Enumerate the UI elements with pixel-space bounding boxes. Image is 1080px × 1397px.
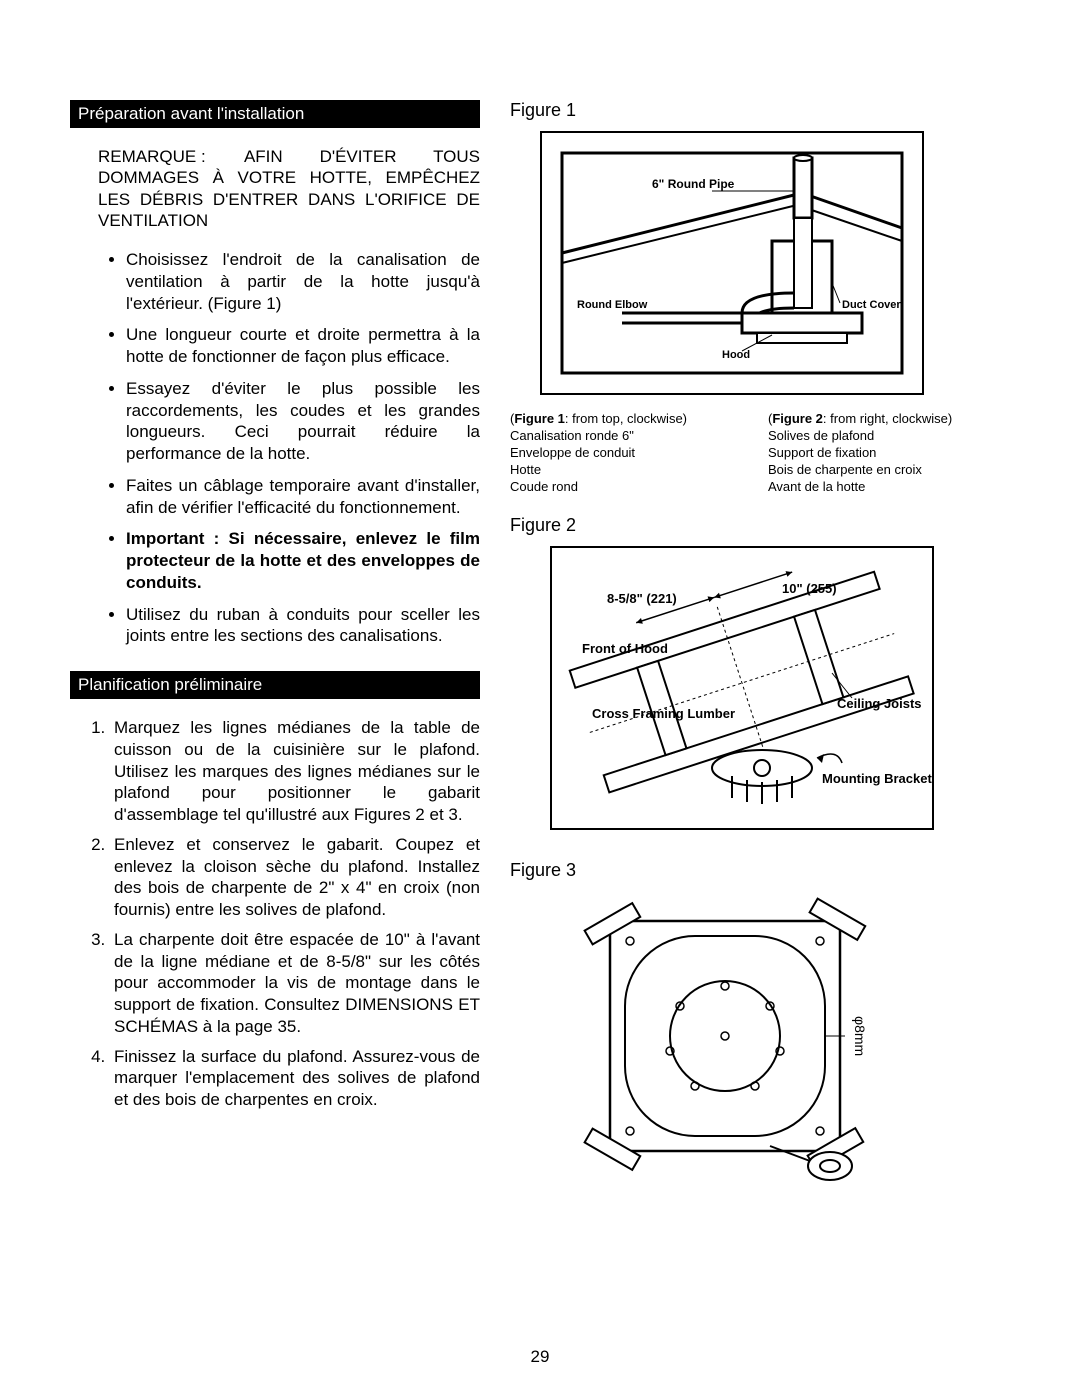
legend-b-head: Figure 2 [772, 411, 823, 426]
legend-a-head: Figure 1 [514, 411, 565, 426]
page-number: 29 [0, 1347, 1080, 1367]
section-header-preparation: Préparation avant l'installation [70, 100, 480, 128]
figure2-label: Figure 2 [510, 515, 1010, 536]
page: Préparation avant l'installation REMARQU… [0, 0, 1080, 1397]
bullet-item: Faites un câblage temporaire avant d'ins… [126, 475, 480, 519]
figure2-svg: 8-5/8" (221) 10" (255) Front of Hood Cro… [552, 548, 932, 828]
planification-steps: Marquez les lignes médianes de la table … [70, 717, 480, 1111]
figure1-label: Figure 1 [510, 100, 1010, 121]
figure3-svg: φ8mm [570, 891, 900, 1191]
step-item: Marquez les lignes médianes de la table … [110, 717, 480, 826]
legend-line: Enveloppe de conduit [510, 445, 635, 460]
bullet-item: Essayez d'éviter le plus possible les ra… [126, 378, 480, 465]
legend-b-tail: : from right, clockwise) [823, 411, 952, 426]
figure1-diagram: 6" Round Pipe Round Elbow Hood Duct Cove… [540, 131, 924, 395]
legend-line: Canalisation ronde 6" [510, 428, 634, 443]
fig2-dim-a: 8-5/8" (221) [607, 591, 677, 606]
two-column-layout: Préparation avant l'installation REMARQU… [70, 100, 1010, 1191]
fig2-dim-b: 10" (255) [782, 581, 837, 596]
fig1-round-pipe-label: 6" Round Pipe [652, 177, 735, 191]
remarque-note: REMARQUE : AFIN D'ÉVITER TOUS DOMMAGES À… [98, 146, 480, 231]
bullet-item: Une longueur courte et droite permettra … [126, 324, 480, 368]
fig1-duct-cover-label: Duct Cover [842, 299, 901, 311]
legend-line: Support de fixation [768, 445, 876, 460]
bullet-item-important: Important : Si nécessaire, enlevez le fi… [126, 528, 480, 593]
bullet-item: Utilisez du ruban à conduits pour scelle… [126, 604, 480, 648]
fig2-bracket-label: Mounting Bracket [822, 771, 932, 786]
spacer [510, 846, 1010, 860]
figure3-diagram: φ8mm [570, 891, 900, 1191]
fig3-phi-label: φ8mm [852, 1016, 868, 1056]
left-column: Préparation avant l'installation REMARQU… [70, 100, 480, 1191]
legend-line: Coude rond [510, 479, 578, 494]
bullet-item: Choisissez l'endroit de la canalisation … [126, 249, 480, 314]
step-item: Enlevez et conservez le gabarit. Coupez … [110, 834, 480, 921]
preparation-bullet-list: Choisissez l'endroit de la canalisation … [70, 249, 480, 647]
section-header-planification: Planification préliminaire [70, 671, 480, 699]
remarque-label: REMARQUE : [98, 146, 208, 167]
legend-a-tail: : from top, clockwise) [565, 411, 687, 426]
figure3-label: Figure 3 [510, 860, 1010, 881]
fig1-hood-label: Hood [722, 349, 750, 361]
fig1-round-elbow-label: Round Elbow [577, 299, 648, 311]
right-column: Figure 1 [510, 100, 1010, 1191]
legend-line: Avant de la hotte [768, 479, 865, 494]
fig2-cross-label: Cross Framing Lumber [592, 706, 735, 721]
legend-col-a: (Figure 1: from top, clockwise) Canalisa… [510, 411, 752, 495]
fig2-front-label: Front of Hood [582, 641, 668, 656]
legend-line: Solives de plafond [768, 428, 874, 443]
fig2-joists-label: Ceiling Joists [837, 696, 922, 711]
step-item: Finissez la surface du plafond. Assurez-… [110, 1046, 480, 1111]
legend-col-b: (Figure 2: from right, clockwise) Solive… [768, 411, 1010, 495]
figure2-diagram: 8-5/8" (221) 10" (255) Front of Hood Cro… [550, 546, 934, 830]
figure-legend: (Figure 1: from top, clockwise) Canalisa… [510, 411, 1010, 495]
legend-line: Bois de charpente en croix [768, 462, 922, 477]
step-item: La charpente doit être espacée de 10" à … [110, 929, 480, 1038]
figure1-svg: 6" Round Pipe Round Elbow Hood Duct Cove… [542, 133, 922, 393]
legend-line: Hotte [510, 462, 541, 477]
